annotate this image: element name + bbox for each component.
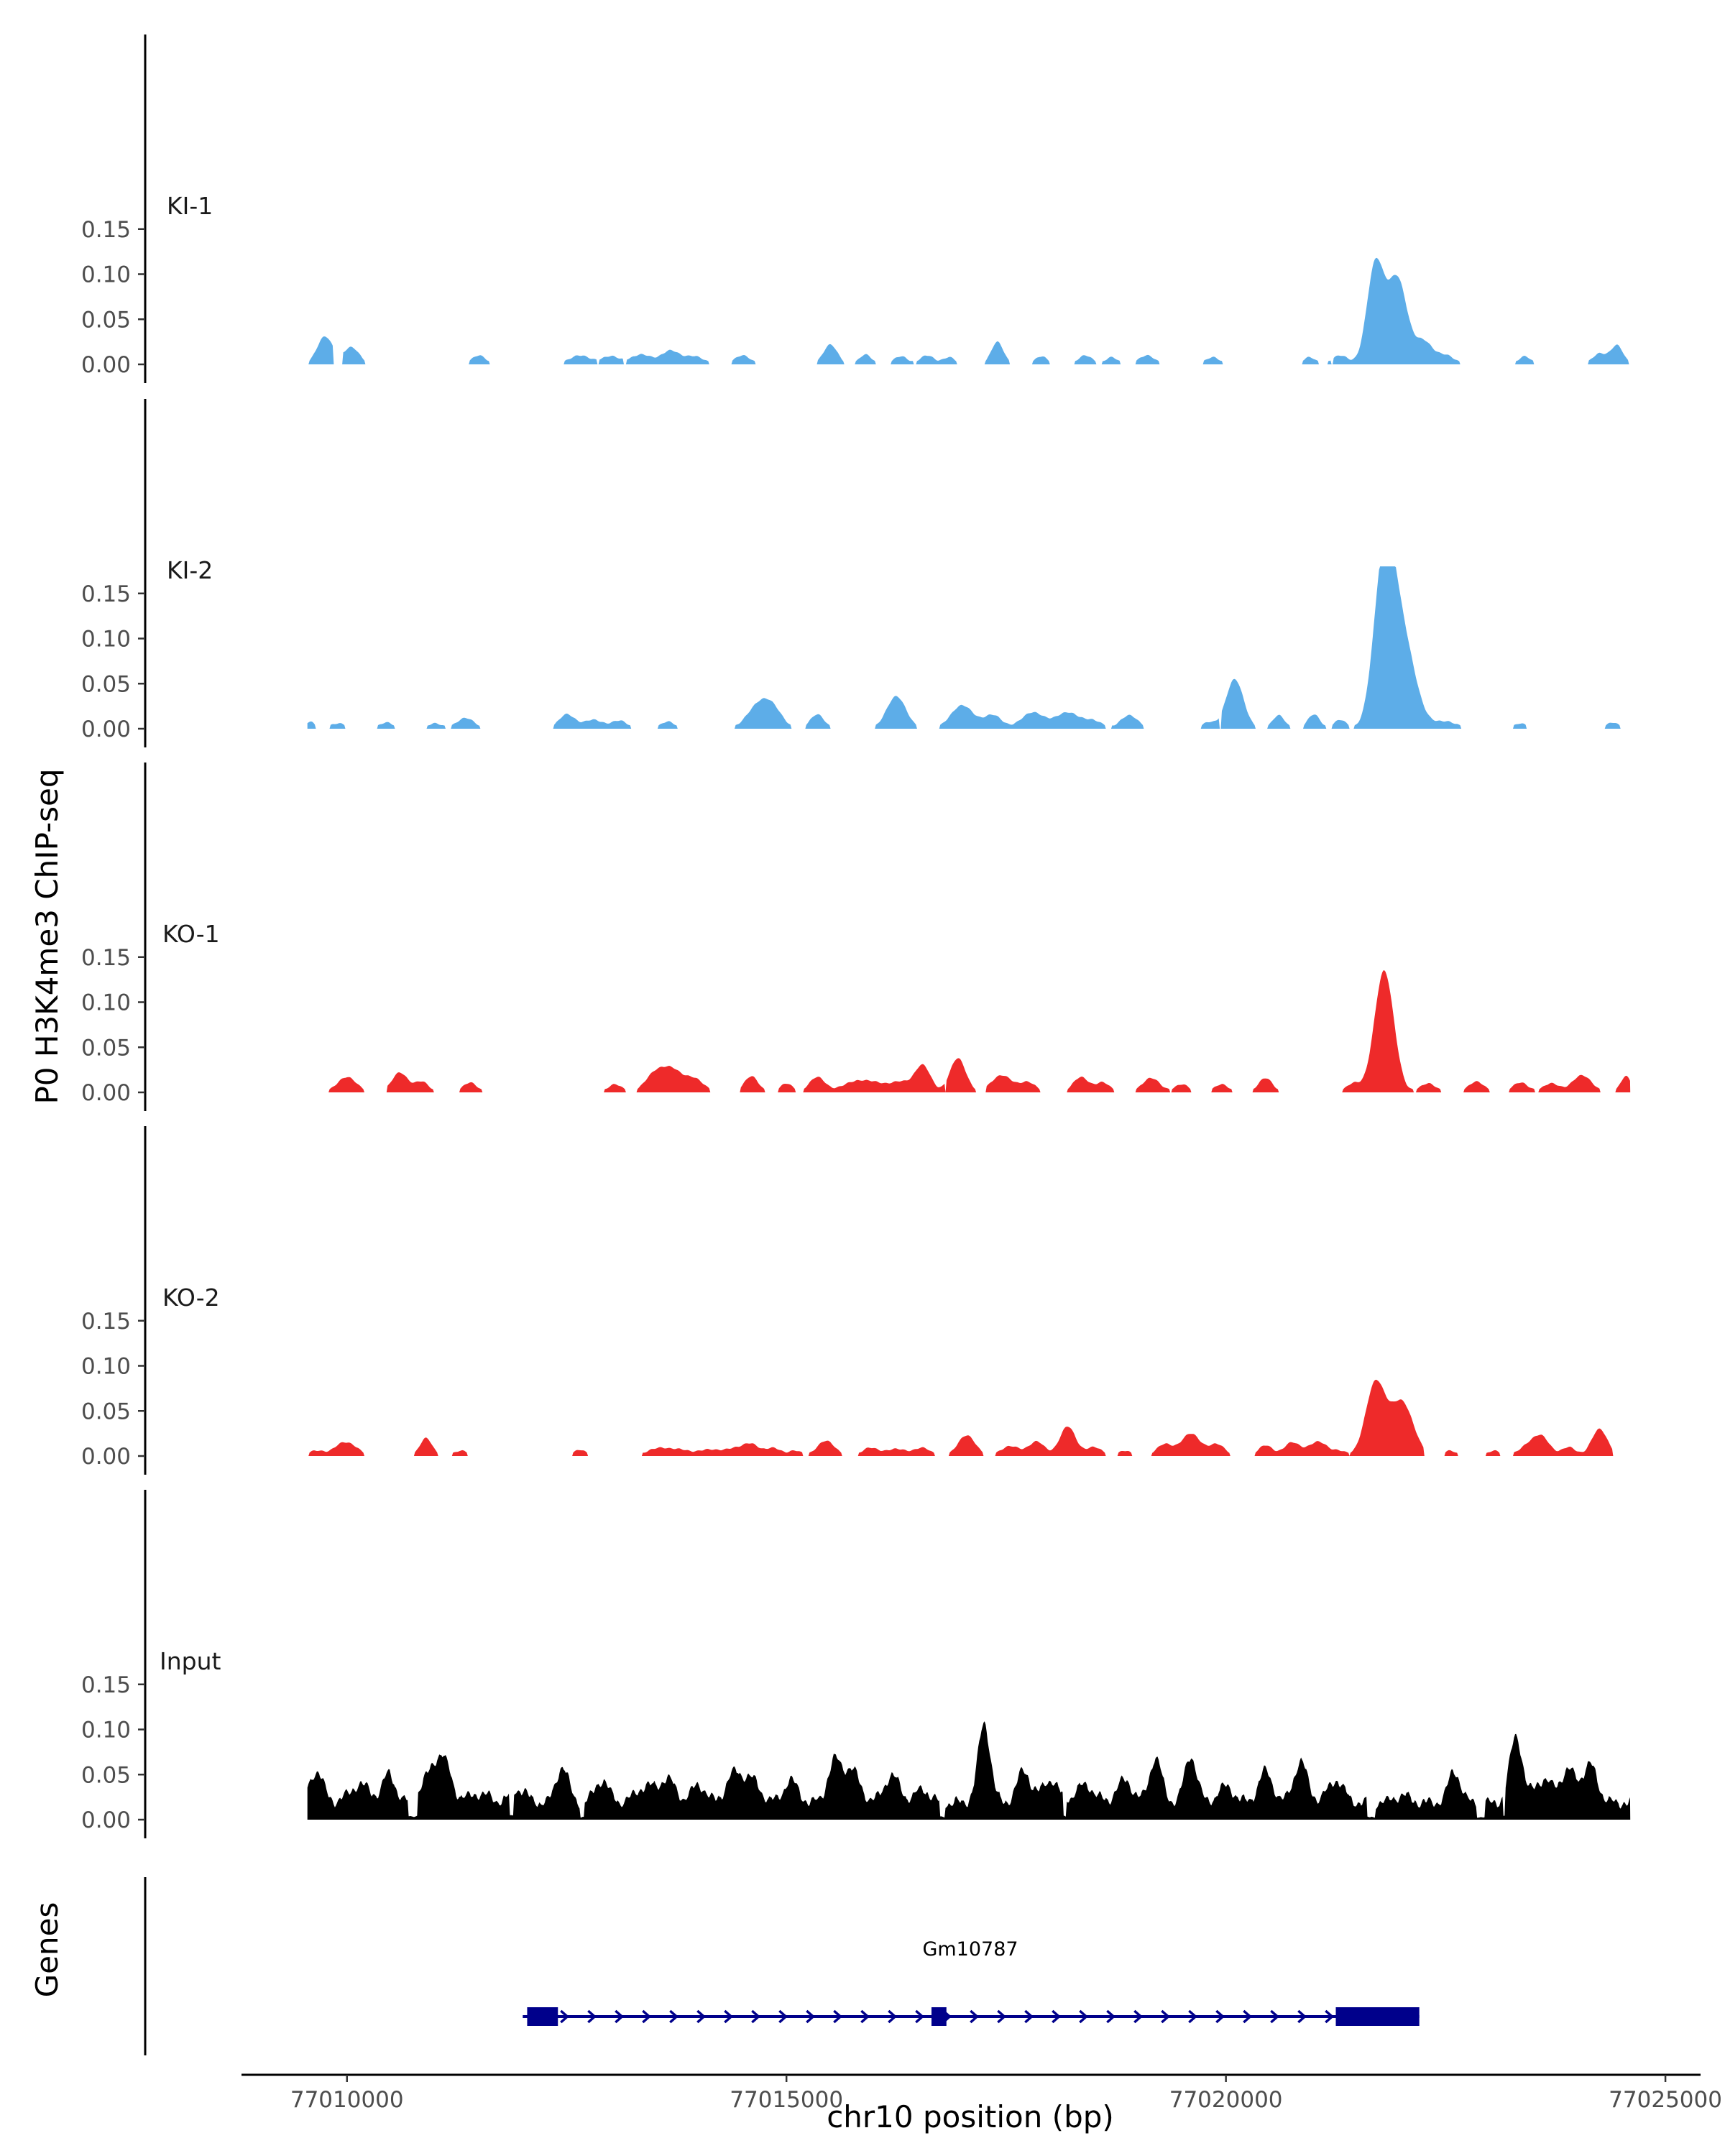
y-tick-label: 0.15	[81, 1309, 131, 1335]
track-ki-1: 0.00 0.05 0.10 0.15	[81, 34, 1631, 383]
x-axis: 77010000 77015000 77020000 77025000	[242, 2073, 1722, 2113]
y-tick-label: 0.05	[81, 1399, 131, 1424]
y-tick-label: 0.05	[81, 1762, 131, 1788]
y-axis-title: P0 H3K4me3 ChIP-seq	[29, 768, 65, 1104]
strand-arrow	[1243, 2009, 1252, 2024]
y-tick-label: 0.15	[81, 945, 131, 971]
strand-arrow	[642, 2009, 651, 2024]
gene-name-label: Gm10787	[922, 1938, 1018, 1961]
strand-arrow	[696, 2009, 706, 2024]
signal-area-ki-2	[307, 566, 1631, 729]
y-tick-label: 0.15	[81, 581, 131, 607]
signal-area-input	[307, 1721, 1631, 1820]
strand-arrow	[1133, 2009, 1143, 2024]
strand-arrow	[615, 2009, 624, 2024]
y-tick-label: 0.15	[81, 1672, 131, 1698]
x-tick-label: 77015000	[730, 2087, 843, 2113]
y-tick-label: 0.05	[81, 307, 131, 333]
track-label-ki-2: KI-2	[167, 556, 213, 584]
strand-arrow	[669, 2009, 678, 2024]
track-input: 0.00 0.05 0.10 0.15	[81, 1490, 1631, 1838]
gene-exon	[527, 2007, 558, 2026]
strand-arrow	[587, 2009, 597, 2024]
strand-arrow	[915, 2009, 924, 2024]
signal-area-ko-2	[307, 1379, 1631, 1456]
track-ki-2: 0.00 0.05 0.10 0.15	[81, 399, 1631, 747]
track-labels: KI-1 KI-2 KO-1 KO-2 Input	[160, 192, 221, 1675]
x-axis-title: chr10 position (bp)	[827, 2099, 1114, 2134]
strand-arrow	[778, 2009, 788, 2024]
x-tick-label: 77025000	[1609, 2087, 1722, 2113]
strand-arrow	[833, 2009, 842, 2024]
y-tick-label: 0.00	[81, 352, 131, 378]
y-tick-label: 0.10	[81, 627, 131, 653]
track-ko-2: 0.00 0.05 0.10 0.15	[81, 1126, 1631, 1475]
strand-arrow	[1106, 2009, 1116, 2024]
y-tick-label: 0.00	[81, 1807, 131, 1833]
strand-arrow	[724, 2009, 733, 2024]
strand-arrow	[1297, 2009, 1307, 2024]
y-tick-label: 0.10	[81, 990, 131, 1016]
strand-arrow	[888, 2009, 897, 2024]
strand-arrow	[1161, 2009, 1170, 2024]
gene-exon	[931, 2007, 947, 2026]
strand-arrow	[997, 2009, 1006, 2024]
x-tick-label: 77020000	[1169, 2087, 1283, 2113]
strand-arrow	[860, 2009, 870, 2024]
y-tick-label: 0.10	[81, 1354, 131, 1380]
track-label-input: Input	[160, 1647, 221, 1675]
y-tick-label: 0.10	[81, 262, 131, 288]
strand-arrow	[1215, 2009, 1225, 2024]
track-ko-1: 0.00 0.05 0.10 0.15	[81, 763, 1631, 1111]
strand-arrow	[1079, 2009, 1088, 2024]
track-label-ko-2: KO-2	[162, 1284, 220, 1312]
y-tick-label: 0.05	[81, 1035, 131, 1061]
strand-arrow	[806, 2009, 815, 2024]
gene-track	[144, 1877, 1420, 2055]
track-label-ko-1: KO-1	[162, 920, 220, 948]
genes-axis-title: Genes	[29, 1902, 65, 1998]
gene-exon	[1335, 2007, 1420, 2026]
y-tick-label: 0.00	[81, 1444, 131, 1470]
strand-arrow	[560, 2009, 569, 2024]
y-tick-label: 0.00	[81, 1080, 131, 1106]
signal-area-ki-1	[307, 257, 1631, 364]
strand-arrow	[1270, 2009, 1279, 2024]
strand-arrow	[751, 2009, 760, 2024]
y-tick-label: 0.05	[81, 671, 131, 697]
x-tick-label: 77010000	[290, 2087, 404, 2113]
y-tick-label: 0.15	[81, 217, 131, 243]
track-label-ki-1: KI-1	[167, 192, 213, 220]
y-tick-label: 0.00	[81, 717, 131, 742]
strand-arrow	[970, 2009, 979, 2024]
y-tick-label: 0.10	[81, 1718, 131, 1743]
signal-area-ko-1	[307, 970, 1631, 1092]
strand-arrow	[1325, 2009, 1334, 2024]
strand-arrow	[1052, 2009, 1061, 2024]
strand-arrow	[1188, 2009, 1197, 2024]
strand-arrow	[1024, 2009, 1034, 2024]
signal-tracks: 0.00 0.05 0.10 0.15 0.00 0.05 0.10 0.15 0.00 0.05…	[81, 34, 1631, 1838]
